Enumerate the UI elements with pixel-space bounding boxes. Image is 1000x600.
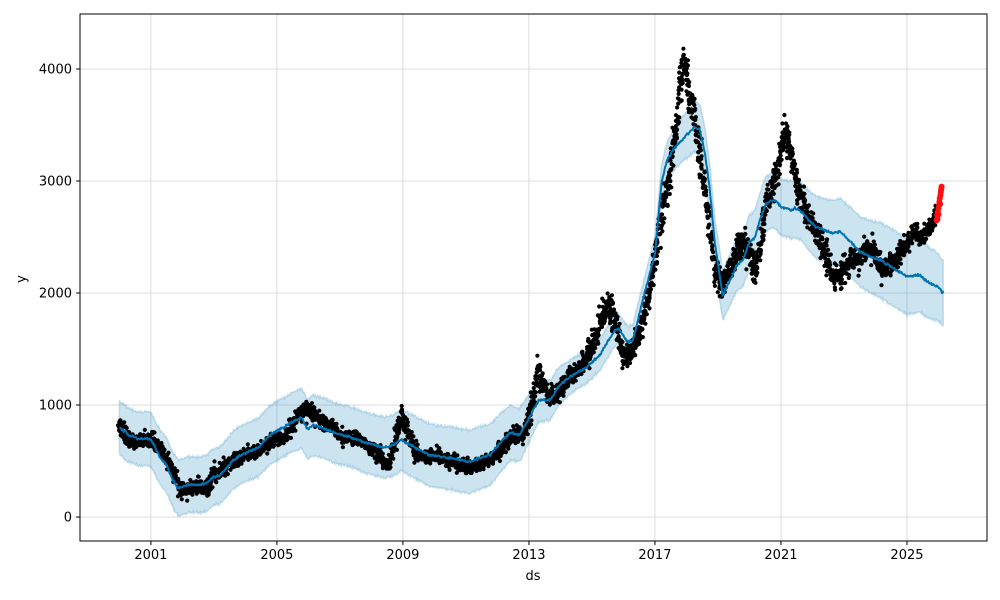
x-tick-label: 2017 [638, 548, 671, 563]
y-axis-label: y [14, 275, 30, 283]
y-tick-label: 0 [64, 511, 72, 526]
highlighted-points [933, 183, 945, 224]
axes-frame [76, 13, 988, 545]
x-tick-label: 2013 [512, 548, 545, 563]
x-tick-label: 2025 [890, 548, 923, 563]
forecast-line [119, 126, 945, 490]
y-tick-label: 2000 [39, 287, 72, 302]
x-tick-label: 2005 [260, 548, 293, 563]
x-tick-label: 2009 [386, 548, 419, 563]
y-tick-label: 3000 [39, 175, 72, 190]
x-tick-label: 2021 [764, 548, 797, 563]
uncertainty-band [118, 100, 945, 518]
x-axis-label: ds [525, 569, 541, 584]
y-tick-label: 1000 [39, 399, 72, 414]
y-tick-label: 4000 [39, 62, 72, 77]
x-tick-label: 2001 [134, 548, 167, 563]
y-tick-labels: 0 1000 2000 3000 4000 [39, 62, 72, 525]
grid [80, 14, 987, 541]
x-tick-labels: 2001 2005 2009 2013 2017 2021 2025 [134, 548, 923, 563]
